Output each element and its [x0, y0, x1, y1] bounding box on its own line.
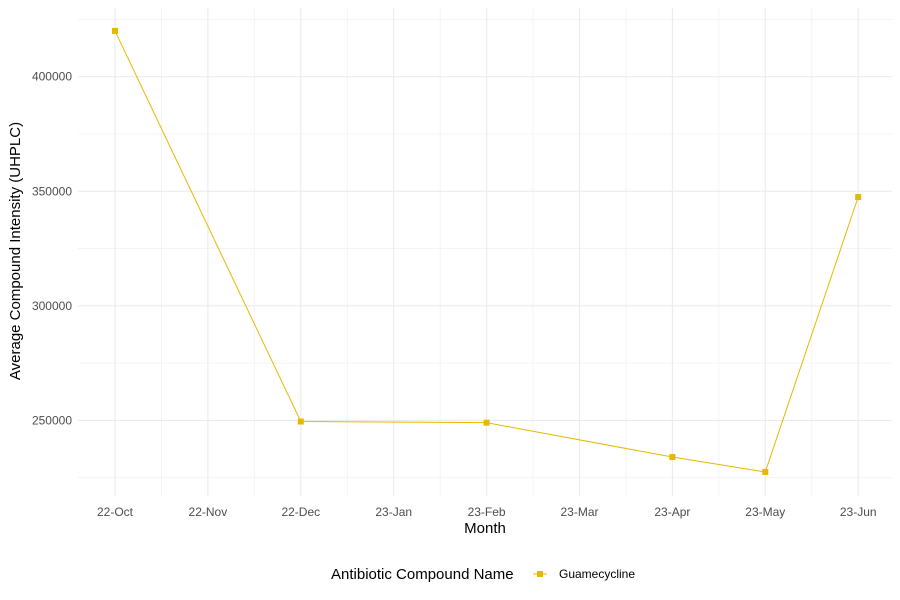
data-point [855, 194, 862, 201]
data-point [669, 454, 676, 461]
x-tick-label: 22-Dec [281, 505, 320, 519]
grid-minor [78, 8, 892, 496]
series-layer [112, 27, 862, 475]
y-axis-title: Average Compound Intensity (UHPLC) [7, 122, 24, 380]
legend-label: Guamecycline [559, 567, 635, 581]
legend-title: Antibiotic Compound Name [331, 566, 514, 583]
series-line [114, 30, 859, 473]
y-tick-label: 350000 [32, 184, 72, 198]
x-tick-label: 23-Jun [840, 505, 877, 519]
y-tick-label: 400000 [32, 70, 72, 84]
legend-key-marker [537, 571, 543, 577]
x-tick-label: 22-Oct [97, 505, 134, 519]
legend: Antibiotic Compound Name Guamecycline [331, 566, 635, 583]
x-tick-label: 23-Mar [560, 505, 598, 519]
x-tick-label: 23-Feb [468, 505, 506, 519]
data-point [762, 468, 769, 475]
y-tick-label: 300000 [32, 299, 72, 313]
x-tick-label: 23-Apr [654, 505, 690, 519]
x-axis-title: Month [464, 520, 506, 537]
data-point [483, 419, 490, 426]
x-tick-label: 23-May [745, 505, 785, 519]
data-point [112, 27, 118, 34]
x-tick-label: 23-Jan [375, 505, 412, 519]
y-tick-label: 250000 [32, 413, 72, 427]
data-point [297, 418, 304, 425]
y-axis-ticks: 250000 300000 350000 400000 [32, 70, 72, 428]
x-tick-label: 22-Nov [189, 505, 228, 519]
x-axis-ticks: 22-Oct 22-Nov 22-Dec 23-Jan 23-Feb 23-Mar 23-A… [97, 505, 877, 519]
